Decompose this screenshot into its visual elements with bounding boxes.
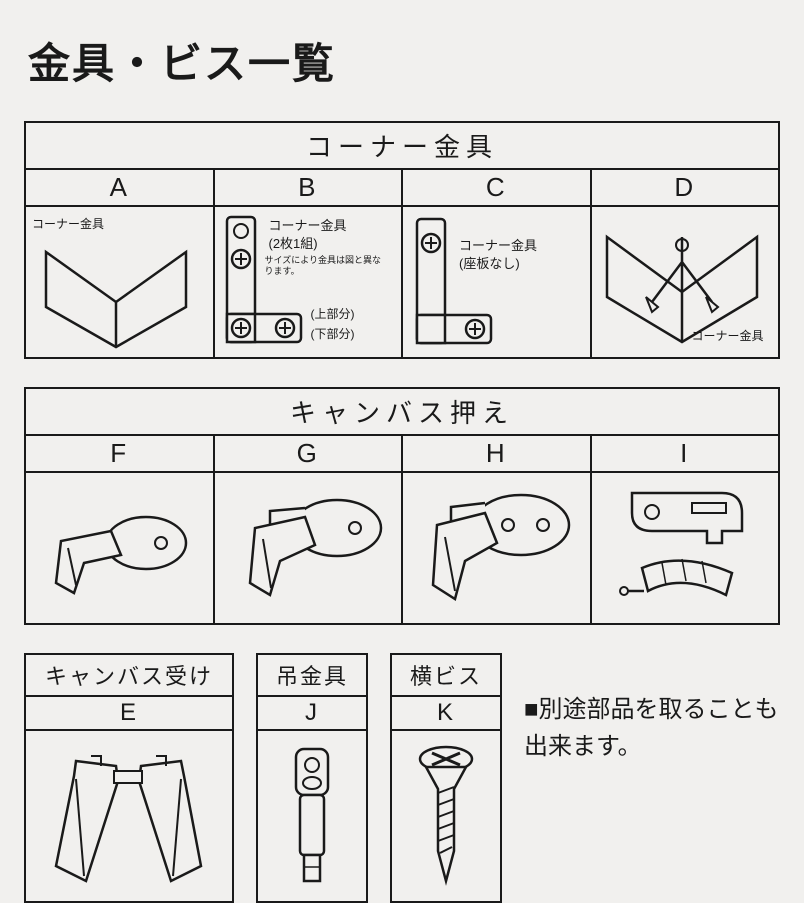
col-body-h <box>403 473 590 623</box>
section-header-e: キャンバス受け <box>26 655 232 697</box>
screw-k-icon <box>392 731 500 901</box>
col-letter-e: E <box>26 697 232 731</box>
col-body-a: コーナー金具 <box>26 207 213 357</box>
page-title: 金具・ビス一覧 <box>28 30 780 91</box>
col-body-j <box>258 731 366 901</box>
col-c: C コーナー金具 (座板なし) <box>401 170 590 357</box>
section-header-1: コーナー金具 <box>26 123 778 170</box>
section-j: 吊金具 J <box>256 653 368 903</box>
col-letter-g: G <box>215 436 402 473</box>
note-square-icon: ■ <box>524 696 539 723</box>
col-h: H <box>401 436 590 623</box>
col-letter-b: B <box>215 170 402 207</box>
canvas-clip-f-icon <box>26 473 206 623</box>
col-f: F <box>26 436 213 623</box>
col-b: B コーナー金具 (2枚1組) サイズにより金具は図と異なります。 <box>213 170 402 357</box>
corner-bracket-c-icon <box>403 207 583 357</box>
note-text: 別途部品を取ることも出来ます。 <box>524 696 779 760</box>
col-g: G <box>213 436 402 623</box>
section2-columns: F G <box>26 436 778 623</box>
col-body-c: コーナー金具 (座板なし) <box>403 207 590 357</box>
col-a: A コーナー金具 <box>26 170 213 357</box>
section-k: 横ビス K <box>390 653 502 903</box>
label-b-1: コーナー金具 <box>269 215 347 234</box>
col-body-d: コーナー金具 <box>592 207 779 357</box>
canvas-clip-i-icon <box>592 473 772 623</box>
section-header-2: キャンバス押え <box>26 389 778 436</box>
col-d: D コーナー金具 <box>590 170 779 357</box>
label-d-1: コーナー金具 <box>692 327 764 344</box>
col-body-b: コーナー金具 (2枚1組) サイズにより金具は図と異なります。 (上部分) (下… <box>215 207 402 357</box>
col-letter-i: I <box>592 436 779 473</box>
label-b-2: (2枚1組) <box>269 233 318 252</box>
label-c-2: (座板なし) <box>459 253 520 272</box>
section-header-k: 横ビス <box>392 655 500 697</box>
col-letter-f: F <box>26 436 213 473</box>
canvas-clip-g-icon <box>215 473 395 623</box>
col-letter-c: C <box>403 170 590 207</box>
note-block: ■別途部品を取ることも出来ます。 <box>524 691 780 765</box>
col-letter-k: K <box>392 697 500 731</box>
col-body-f <box>26 473 213 623</box>
label-b-3: サイズにより金具は図と異なります。 <box>265 255 385 277</box>
col-letter-j: J <box>258 697 366 731</box>
col-body-i <box>592 473 779 623</box>
col-body-e <box>26 731 232 901</box>
col-letter-h: H <box>403 436 590 473</box>
label-a-1: コーナー金具 <box>32 215 104 232</box>
col-i: I <box>590 436 779 623</box>
row-3: キャンバス受け E 吊金具 J <box>24 653 780 903</box>
section-canvas-holder: キャンバス押え F G <box>24 387 780 625</box>
label-b-4: (上部分) <box>311 305 355 322</box>
section-corner-hardware: コーナー金具 A コーナー金具 B <box>24 121 780 359</box>
label-c-1: コーナー金具 <box>459 235 537 254</box>
canvas-clip-h-icon <box>403 473 583 623</box>
col-body-g <box>215 473 402 623</box>
hanging-hardware-j-icon <box>258 731 366 901</box>
section-e: キャンバス受け E <box>24 653 234 903</box>
col-letter-a: A <box>26 170 213 207</box>
col-letter-d: D <box>592 170 779 207</box>
label-b-5: (下部分) <box>311 325 355 342</box>
section1-columns: A コーナー金具 B <box>26 170 778 357</box>
col-body-k <box>392 731 500 901</box>
canvas-receiver-e-icon <box>26 731 232 901</box>
section-header-j: 吊金具 <box>258 655 366 697</box>
